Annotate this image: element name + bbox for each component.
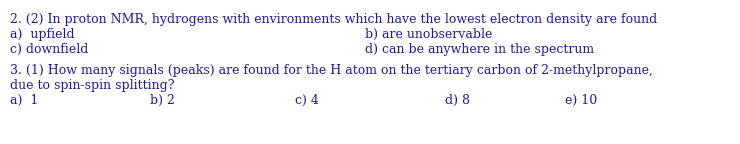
Text: c) 4: c) 4 xyxy=(295,94,319,107)
Text: a)  1: a) 1 xyxy=(10,94,38,107)
Text: due to spin-spin splitting?: due to spin-spin splitting? xyxy=(10,79,175,92)
Text: b) are unobservable: b) are unobservable xyxy=(365,28,492,41)
Text: d) can be anywhere in the spectrum: d) can be anywhere in the spectrum xyxy=(365,43,594,56)
Text: c) downfield: c) downfield xyxy=(10,43,88,56)
Text: e) 10: e) 10 xyxy=(565,94,597,107)
Text: b) 2: b) 2 xyxy=(150,94,175,107)
Text: a)  upfield: a) upfield xyxy=(10,28,75,41)
Text: 3. (1) How many signals (peaks) are found for the H atom on the tertiary carbon : 3. (1) How many signals (peaks) are foun… xyxy=(10,64,653,77)
Text: 2. (2) In proton NMR, hydrogens with environments which have the lowest electron: 2. (2) In proton NMR, hydrogens with env… xyxy=(10,13,657,26)
Text: d) 8: d) 8 xyxy=(445,94,470,107)
